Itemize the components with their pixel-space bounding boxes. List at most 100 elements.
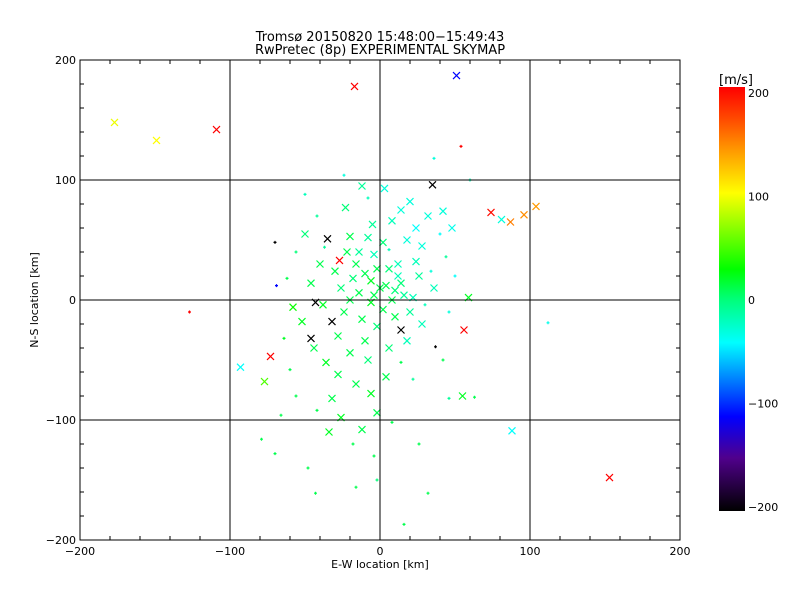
data-point (349, 274, 357, 283)
data-point (447, 310, 451, 314)
data-point (424, 212, 432, 220)
y-axis-label: N-S location [km] (28, 252, 41, 348)
data-point (301, 230, 309, 238)
data-point (285, 276, 289, 280)
data-point (319, 300, 327, 309)
x-tick-label: −100 (215, 545, 245, 558)
data-point (497, 215, 506, 224)
data-point (364, 356, 372, 364)
data-point (532, 202, 540, 211)
data-point (412, 224, 420, 232)
data-point (373, 322, 381, 331)
data-point (453, 274, 457, 278)
data-point (412, 257, 420, 266)
chart-subtitle: RwPretec (8p) EXPERIMENTAL SKYMAP (255, 43, 505, 58)
y-tick-label: −100 (46, 414, 76, 427)
data-point (340, 308, 348, 316)
data-point (367, 389, 375, 398)
data-point (352, 260, 360, 268)
data-point (430, 284, 438, 292)
data-point (458, 392, 467, 400)
data-point (439, 207, 447, 216)
data-point (236, 363, 245, 372)
data-point (294, 250, 298, 254)
data-point (334, 332, 342, 340)
data-point (428, 180, 437, 189)
y-tick-label: 100 (55, 174, 76, 187)
data-point (306, 466, 310, 470)
data-point (212, 125, 221, 134)
data-point (361, 336, 369, 345)
data-point (382, 372, 390, 381)
data-point (323, 245, 326, 249)
data-point (459, 144, 463, 148)
data-point (391, 312, 399, 321)
data-point (364, 233, 372, 242)
data-point (260, 437, 263, 441)
data-point (418, 242, 426, 250)
x-axis-label: E-W location [km] (331, 558, 429, 571)
data-point (379, 305, 387, 314)
data-point (342, 173, 346, 177)
y-tick-labels: −200 −100 0 100 200 (46, 54, 76, 547)
data-point (260, 377, 269, 386)
data-point (303, 192, 307, 196)
data-point (355, 288, 363, 297)
data-point (399, 360, 403, 364)
y-tick-label: 0 (69, 294, 76, 307)
data-point (282, 336, 286, 340)
data-point (432, 156, 436, 160)
data-point (351, 442, 355, 446)
data-point (382, 281, 390, 290)
data-point (367, 276, 375, 285)
data-point (417, 442, 421, 446)
data-point (352, 380, 360, 388)
data-point (334, 370, 342, 379)
axis-ticks (79, 59, 681, 541)
data-point (423, 303, 427, 307)
data-point (447, 396, 451, 400)
data-point (429, 269, 433, 273)
data-point (373, 264, 381, 273)
data-point (152, 136, 161, 145)
data-point (375, 478, 379, 482)
chart-title: Tromsø 20150820 15:48:00−15:49:43 (255, 30, 505, 45)
data-point (403, 336, 411, 345)
data-point (434, 345, 437, 349)
data-point (188, 310, 191, 314)
data-point (506, 218, 515, 226)
data-point (460, 326, 468, 334)
data-point (266, 352, 275, 361)
data-point (307, 279, 315, 288)
data-point (400, 291, 408, 300)
data-point (315, 408, 319, 412)
data-point (361, 269, 369, 278)
data-point (343, 248, 351, 256)
colorbar (719, 87, 745, 511)
data-point (385, 264, 393, 273)
data-point (322, 358, 330, 367)
data-point (110, 118, 119, 127)
x-tick-label: 0 (377, 545, 384, 558)
data-point (315, 214, 319, 218)
data-point (279, 413, 283, 417)
colorbar-label: [m/s] (719, 73, 753, 88)
data-point (406, 308, 414, 316)
data-point (397, 279, 405, 288)
data-point (487, 208, 495, 217)
x-tick-label: 100 (520, 545, 541, 558)
data-point (366, 196, 370, 200)
data-point (289, 303, 297, 312)
data-point (337, 284, 345, 292)
data-point (397, 326, 405, 334)
data-point (307, 334, 315, 343)
data-point (275, 284, 278, 288)
data-point (294, 394, 298, 398)
data-point (385, 344, 393, 352)
data-point (379, 238, 387, 247)
data-point (508, 426, 516, 435)
x-tick-label: 200 (670, 545, 691, 558)
data-point (402, 522, 406, 526)
data-point (380, 184, 389, 193)
